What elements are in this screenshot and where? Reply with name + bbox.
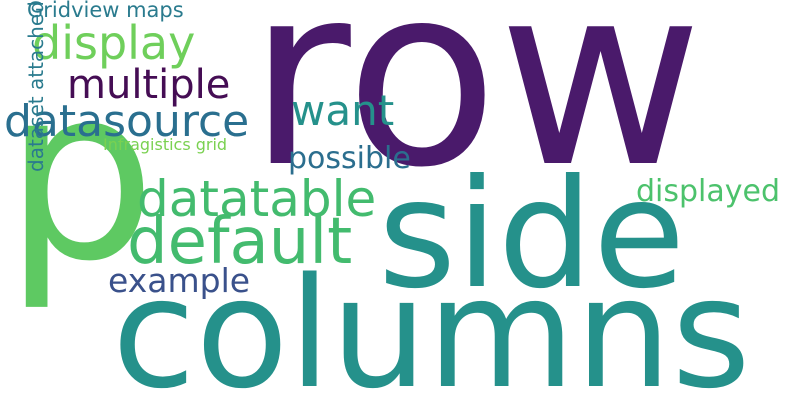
word-example: example [108,264,250,297]
word-dataset-attached: dataset attached [26,1,46,172]
word-display: display [32,20,195,66]
word-want: want [291,90,394,132]
word-possible: possible [288,144,411,174]
word-displayed: displayed [636,177,780,207]
word-datatable: datatable [137,174,376,224]
word-infragistics-grid: Infragistics grid [103,137,227,153]
word-multiple: multiple [67,65,230,105]
word-gridview-maps: Gridview maps [27,0,184,21]
